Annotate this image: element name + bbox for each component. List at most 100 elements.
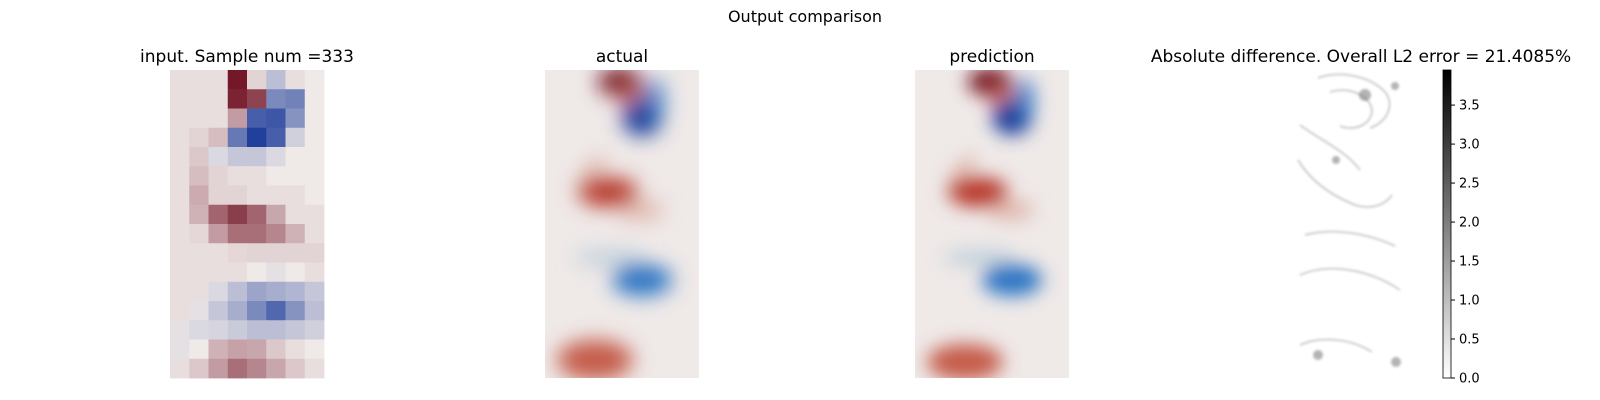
input-cell [304, 320, 325, 340]
input-cell [285, 358, 306, 379]
input-cell [266, 243, 286, 263]
input-cell [285, 185, 306, 206]
difference-panel-title: Absolute difference. Overall L2 error = … [1151, 47, 1571, 67]
input-cell [285, 204, 306, 225]
input-cell [189, 108, 209, 129]
input-cell [266, 166, 286, 186]
difference-blob-5 [1391, 357, 1401, 367]
actual-heatmap [545, 70, 699, 378]
input-cell [285, 243, 306, 263]
input-cell [266, 339, 286, 360]
input-cell [208, 147, 229, 167]
input-cell [208, 243, 229, 263]
input-cell [247, 301, 267, 321]
input-cell [189, 147, 209, 167]
input-cell [247, 204, 267, 225]
colorbar-tick-label: 0.5 [1459, 333, 1480, 348]
input-cell [247, 224, 267, 244]
input-cell [170, 127, 190, 148]
input-cell [285, 70, 306, 90]
input-cell [304, 339, 325, 360]
input-cell [285, 108, 306, 129]
prediction-vortex-blue-top-halo [1015, 78, 1035, 122]
input-cell [227, 301, 248, 321]
input-cell [266, 204, 286, 225]
prediction-blue-streak [944, 250, 1016, 266]
input-cell [189, 185, 209, 206]
input-cell [170, 243, 190, 263]
difference-contour-7 [1299, 338, 1373, 353]
input-cell [208, 89, 229, 109]
input-cell [304, 185, 325, 206]
input-cell [227, 70, 248, 90]
input-cell [189, 89, 209, 109]
difference-contour-4 [1297, 159, 1393, 208]
colorbar-tick-label: 2.0 [1459, 216, 1480, 231]
input-cell [247, 281, 267, 302]
input-cell [266, 147, 286, 167]
input-cell [227, 224, 248, 244]
colorbar-tick-label: 1.0 [1459, 294, 1480, 309]
input-cell [247, 166, 267, 186]
input-cell [170, 89, 190, 109]
input-cell [208, 320, 229, 340]
prediction-vortex-blue-bottom [982, 264, 1042, 296]
input-cell [304, 89, 325, 109]
input-cell [227, 127, 248, 148]
difference-blob-1 [1359, 89, 1371, 101]
difference-heatmap [1284, 70, 1438, 378]
actual-panel-title: actual [596, 47, 648, 67]
input-cell [227, 185, 248, 206]
input-cell [247, 339, 267, 360]
input-cell [266, 262, 286, 283]
input-cell [208, 127, 229, 148]
input-cell [247, 127, 267, 148]
input-cell [304, 166, 325, 186]
input-cell [227, 358, 248, 379]
input-cell [266, 301, 286, 321]
prediction-vortex-red-mid-halo [986, 200, 1034, 220]
input-cell [227, 243, 248, 263]
input-cell [304, 204, 325, 225]
difference-contour-5 [1304, 230, 1396, 247]
input-cell [285, 281, 306, 302]
actual-vortex-blue-bottom [612, 264, 672, 296]
input-cell [285, 166, 306, 186]
colorbar-axis: 0.0 0.5 1.0 1.5 2.0 2.5 3.0 3.5 [1451, 99, 1480, 387]
input-cell [170, 301, 190, 321]
colorbar [1442, 69, 1452, 379]
input-cell [189, 224, 209, 244]
input-cell [266, 89, 286, 109]
input-cell [189, 281, 209, 302]
prediction-panel-title: prediction [949, 47, 1034, 67]
input-cell [247, 89, 267, 109]
prediction-heatmap [915, 70, 1069, 378]
input-cell [208, 224, 229, 244]
prediction-background [915, 70, 1069, 378]
input-cell [208, 281, 229, 302]
input-cell [304, 70, 325, 90]
difference-contour-3 [1299, 124, 1361, 171]
difference-blob-2 [1391, 82, 1399, 90]
prediction-vortex-red-mid [948, 177, 1008, 207]
input-cell [266, 127, 286, 148]
input-cell [208, 262, 229, 283]
input-cell [170, 339, 190, 360]
input-panel-title: input. Sample num =333 [140, 47, 354, 67]
input-cell [189, 70, 209, 90]
input-cell [170, 147, 190, 167]
actual-background [545, 70, 699, 378]
input-cell [208, 339, 229, 360]
input-cell [247, 262, 267, 283]
input-cell [208, 108, 229, 129]
input-cell [304, 281, 325, 302]
actual-vortex-red-mid [578, 177, 638, 207]
input-cell [304, 224, 325, 244]
colorbar-tick-label: 0.0 [1459, 372, 1480, 387]
input-cell [304, 301, 325, 321]
input-cell [189, 127, 209, 148]
input-cell [170, 262, 190, 283]
input-cell [170, 166, 190, 186]
actual-vortex-red-mid-halo [616, 200, 664, 220]
